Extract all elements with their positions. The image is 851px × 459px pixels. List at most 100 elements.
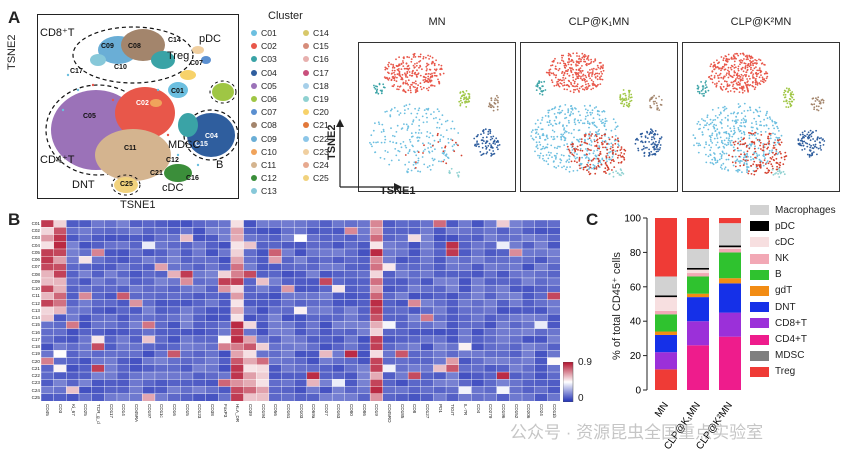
heatmap-cell (547, 342, 560, 351)
tsne-point (580, 58, 582, 61)
heatmap-cell (521, 234, 536, 243)
tsne-point (490, 106, 493, 109)
heatmap-cell (509, 357, 523, 366)
heatmap-cell (91, 277, 105, 286)
tsne-point (753, 88, 756, 91)
tsne-point (588, 75, 590, 78)
tsne-point (582, 122, 584, 125)
heatmap-cell (534, 299, 548, 308)
tsne-point (412, 85, 415, 88)
tsne-point (563, 71, 566, 74)
heatmap-cell (104, 277, 118, 286)
tsne-point (620, 148, 623, 150)
tsne-point (736, 88, 738, 91)
heatmap-cell (344, 220, 358, 228)
tsne-point (413, 82, 416, 84)
heatmap-row-label: C01 (31, 221, 40, 226)
tsne-point (486, 151, 489, 153)
tsne-point (739, 82, 741, 85)
heatmap-cell (306, 256, 320, 264)
heatmap-cell (458, 227, 472, 235)
tsne-point (703, 92, 705, 95)
tsne-point (536, 144, 539, 146)
tsne-point (547, 124, 550, 127)
heatmap-cell (420, 277, 434, 286)
heatmap-cell (66, 306, 80, 315)
tsne-point (415, 75, 418, 78)
tsne-point (460, 99, 462, 102)
tsne-point (743, 125, 746, 127)
heatmap-cell (255, 335, 270, 344)
heatmap-cell (243, 284, 257, 293)
tsne-point (816, 98, 818, 101)
tsne-point (783, 158, 786, 161)
heatmap-cell (142, 342, 156, 351)
heatmap-cell (230, 256, 245, 264)
tsne-point (767, 143, 770, 145)
tsne-point (392, 134, 394, 137)
heatmap-cell (547, 379, 560, 388)
cluster-legend-dot (251, 188, 257, 195)
heatmap-cell (331, 342, 346, 351)
tsne-point (761, 62, 764, 64)
heatmap-cell (41, 371, 55, 380)
heatmap-cell (331, 256, 346, 264)
tsne-point (593, 138, 596, 141)
tsne-point (495, 99, 498, 101)
tsne-point (723, 139, 726, 142)
tsne-point (721, 119, 723, 121)
heatmap-cell (205, 248, 219, 257)
tsne-point (753, 117, 756, 120)
tsne-point (487, 105, 490, 108)
heatmap-cell (293, 227, 308, 235)
tsne-point (442, 160, 445, 163)
tsne-point (381, 90, 383, 93)
tsne-point (537, 154, 539, 157)
tsne-point (606, 169, 609, 171)
heatmap-cell (104, 220, 118, 228)
tsne-point (540, 148, 542, 151)
tsne-point (584, 55, 587, 57)
tsne-point (750, 68, 752, 71)
heatmap-cell (331, 379, 346, 388)
tsne-point (742, 85, 745, 88)
tsne-point (802, 133, 804, 136)
heatmap-cell (243, 306, 257, 315)
tsne-point (596, 75, 599, 77)
heatmap-cell (91, 234, 105, 243)
tsne-point (482, 152, 485, 155)
tsne-point (710, 140, 712, 142)
cluster-label: C14 (168, 37, 181, 44)
cluster-legend-item: C25 (303, 173, 355, 183)
tsne-point (410, 58, 413, 60)
tsne-point (412, 69, 414, 72)
cluster-legend-item: C20 (303, 107, 355, 117)
heatmap-cell (293, 335, 308, 344)
heatmap-cell (344, 313, 358, 322)
tsne-point (629, 96, 632, 99)
tsne-point (711, 108, 714, 111)
heatmap-cell (116, 270, 131, 279)
heatmap-cell (357, 292, 371, 301)
heatmap-cell (331, 364, 346, 373)
heatmap-cell (78, 227, 93, 235)
heatmap-cell (167, 256, 181, 264)
cluster-legend-dot (251, 43, 257, 50)
heatmap-cell (357, 371, 371, 380)
heatmap-cell (218, 220, 232, 228)
heatmap-cell (344, 299, 358, 308)
heatmap-cell (471, 393, 485, 401)
tsne-point (541, 128, 544, 131)
heatmap-cell (41, 270, 55, 279)
tsne-point (542, 145, 545, 148)
tsne-point (745, 156, 748, 158)
heatmap-cell (471, 306, 485, 315)
tsne-point (410, 136, 413, 138)
heatmap-cell (445, 386, 460, 395)
heatmap-column-label: CD27 (323, 404, 329, 416)
tsne-point (728, 73, 730, 76)
heatmap-cell (192, 350, 207, 359)
heatmap-cell (243, 220, 257, 228)
tsne-point (590, 149, 592, 152)
tsne-point (657, 148, 659, 150)
